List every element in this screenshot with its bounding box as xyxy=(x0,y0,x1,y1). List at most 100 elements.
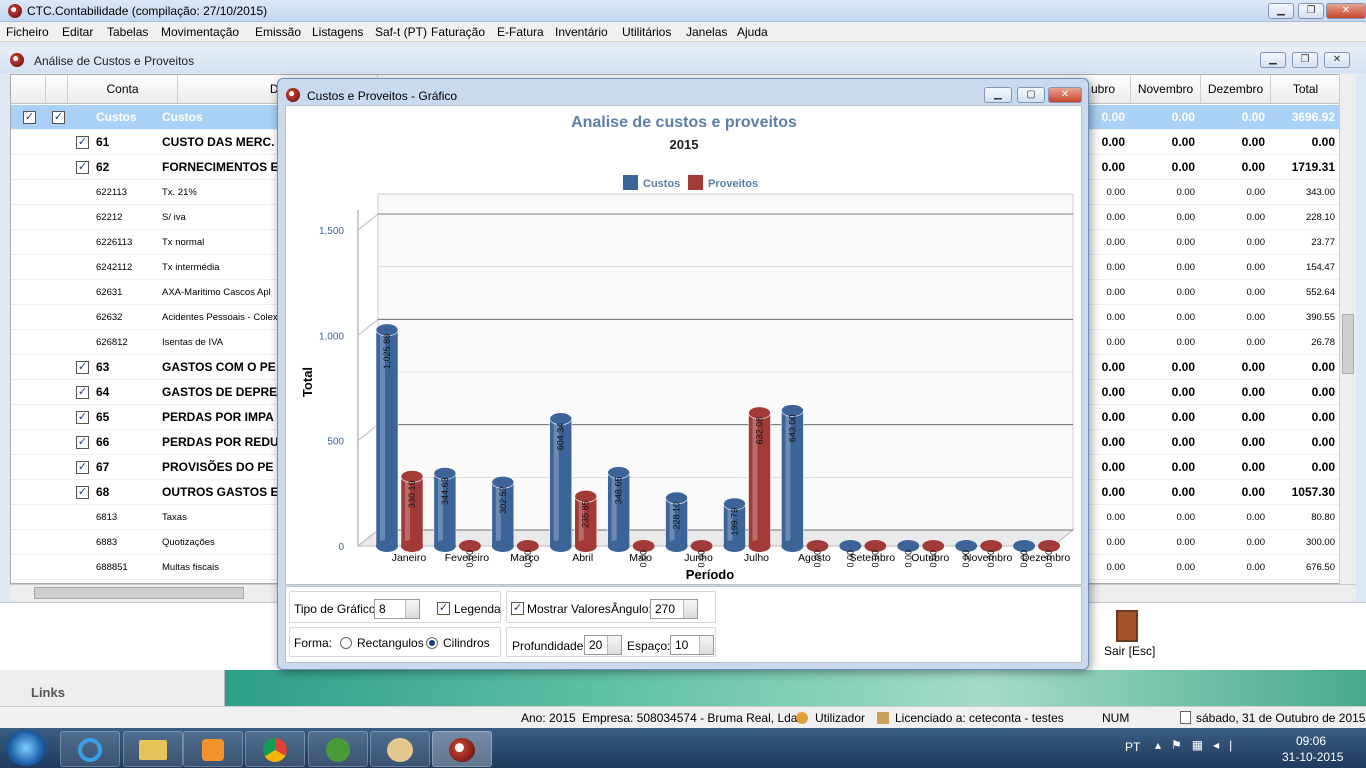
tray-date[interactable]: 31-10-2015 xyxy=(1282,750,1344,764)
menu-listagens[interactable]: Listagens xyxy=(312,25,364,39)
cell-outubro: 0.00 xyxy=(1106,212,1126,223)
status-ano: Ano: 2015 xyxy=(521,711,576,725)
cell-novembro: 0.00 xyxy=(1176,562,1196,573)
bar-cap xyxy=(549,412,573,425)
menu-editar[interactable]: Editar xyxy=(62,25,94,39)
cell-total: 0.00 xyxy=(1311,385,1335,399)
bar-base xyxy=(748,540,771,552)
espaco-spinner[interactable]: 10 xyxy=(670,635,714,655)
vscroll-thumb[interactable] xyxy=(1342,314,1354,374)
close-button[interactable]: ✕ xyxy=(1326,3,1366,19)
menu-saft[interactable]: Saf-t (PT) xyxy=(375,25,428,39)
bar-cap xyxy=(748,406,771,420)
dialog-maximize-button[interactable]: ▢ xyxy=(1017,87,1045,103)
dialog-minimize-button[interactable]: ▁ xyxy=(984,87,1012,103)
cell-dezembro: 0.00 xyxy=(1246,512,1266,523)
row-checkbox[interactable]: ✓ xyxy=(76,411,89,424)
header-conta[interactable]: Conta xyxy=(68,75,178,104)
cell-descricao: S/ iva xyxy=(162,212,186,223)
tray-icons[interactable]: ▴⚑▦◂| xyxy=(1155,738,1243,752)
taskbar-media[interactable] xyxy=(183,731,243,767)
taskbar-app[interactable] xyxy=(308,731,368,767)
cilindros-radio[interactable] xyxy=(426,637,438,649)
menu-ajuda[interactable]: Ajuda xyxy=(737,25,768,39)
restore-button[interactable]: ❐ xyxy=(1298,3,1324,19)
row-checkbox[interactable]: ✓ xyxy=(76,161,89,174)
row-checkbox[interactable]: ✓ xyxy=(76,386,89,399)
tray-language[interactable]: PT xyxy=(1125,740,1141,754)
menu-efatura[interactable]: E-Fatura xyxy=(497,25,544,39)
cell-total: 3696.92 xyxy=(1291,110,1335,124)
rectangulos-radio[interactable] xyxy=(340,637,352,649)
bar-base xyxy=(839,540,862,552)
taskbar-paint[interactable] xyxy=(370,731,430,767)
cell-outubro: 0.00 xyxy=(1106,337,1126,348)
taskbar-ctc[interactable] xyxy=(432,731,492,767)
cell-conta: 688851 xyxy=(96,562,128,573)
menu-tabelas[interactable]: Tabelas xyxy=(107,25,149,39)
links-panel[interactable]: Links xyxy=(0,670,225,706)
taskbar-ie[interactable] xyxy=(60,731,120,767)
row-checkbox[interactable]: ✓ xyxy=(76,136,89,149)
child-restore-button[interactable]: ❐ xyxy=(1292,52,1318,68)
child-minimize-button[interactable]: ▁ xyxy=(1260,52,1286,68)
cell-conta: 63 xyxy=(96,360,110,374)
x-tick-label: Novembro xyxy=(964,552,1013,564)
grid-vertical-scrollbar[interactable] xyxy=(1339,74,1356,584)
row-checkbox[interactable]: ✓ xyxy=(76,361,89,374)
bar-highlight xyxy=(495,482,501,546)
row-checkbox[interactable]: ✓ xyxy=(76,436,89,449)
legend-custos: Custos xyxy=(643,178,680,190)
y-axis-label: Total xyxy=(300,367,315,397)
bar-cap xyxy=(574,490,598,503)
menu-faturacao[interactable]: Faturação xyxy=(431,25,486,39)
tray-time[interactable]: 09:06 xyxy=(1296,734,1327,748)
row-checkbox[interactable]: ✓ xyxy=(76,461,89,474)
x-tick-label: Setembro xyxy=(850,552,896,564)
cell-outubro: 0.00 xyxy=(1101,460,1125,474)
bar-highlight xyxy=(553,418,559,546)
cell-novembro: 0.00 xyxy=(1176,512,1196,523)
cell-novembro: 0.00 xyxy=(1176,537,1196,548)
header-total[interactable]: Total xyxy=(1271,75,1341,104)
hscroll-thumb[interactable] xyxy=(34,587,244,599)
cell-novembro: 0.00 xyxy=(1176,237,1196,248)
menu-emissao[interactable]: Emissão xyxy=(255,25,302,39)
taskbar-chrome[interactable] xyxy=(245,731,305,767)
menu-utilitarios[interactable]: Utilitários xyxy=(622,25,672,39)
row-checkbox[interactable]: ✓ xyxy=(76,486,89,499)
cell-descricao: CUSTO DAS MERC. xyxy=(162,135,275,149)
angulo-spinner[interactable]: 270 xyxy=(650,599,698,619)
table-row[interactable]: ✓ 65 PERDAS POR IMPA 0.00 0.00 0.00 0.00 xyxy=(11,405,1341,430)
header-dezembro[interactable]: Dezembro xyxy=(1201,75,1271,104)
profundidade-spinner[interactable]: 20 xyxy=(584,635,622,655)
cell-descricao: Custos xyxy=(162,110,203,124)
start-button[interactable] xyxy=(6,730,46,766)
chart-controls: Tipo de Gráfico: 8 ✓ Legenda ✓ Mostrar V… xyxy=(285,586,1082,663)
bar-highlight xyxy=(669,497,675,546)
menu-movimentacao[interactable]: Movimentação xyxy=(161,25,240,39)
cell-total: 26.78 xyxy=(1311,337,1335,348)
menu-inventario[interactable]: Inventário xyxy=(555,25,608,39)
cell-total: 1719.31 xyxy=(1291,160,1335,174)
legenda-checkbox[interactable]: ✓ xyxy=(437,602,450,615)
row-checkbox[interactable]: ✓ xyxy=(52,111,65,124)
menu-janelas[interactable]: Janelas xyxy=(686,25,728,39)
dialog-close-button[interactable]: ✕ xyxy=(1048,87,1082,103)
row-checkbox[interactable]: ✓ xyxy=(23,111,36,124)
minimize-button[interactable]: ▁ xyxy=(1268,3,1294,19)
menu-ficheiro[interactable]: Ficheiro xyxy=(6,25,49,39)
taskbar-explorer[interactable] xyxy=(123,731,183,767)
header-novembro[interactable]: Novembro xyxy=(1131,75,1201,104)
gridline-side xyxy=(357,529,379,547)
bar-base xyxy=(690,540,713,552)
gridline-side xyxy=(357,424,379,442)
cell-outubro: 0.00 xyxy=(1106,262,1126,273)
chart-title: Analise de custos e proveitos xyxy=(571,114,797,131)
exit-button[interactable]: Sair [Esc] xyxy=(1100,608,1156,660)
mostrar-valores-checkbox[interactable]: ✓ xyxy=(511,602,524,615)
gridline-side xyxy=(357,213,379,231)
chart-subtitle: 2015 xyxy=(670,137,699,152)
tipo-spinner[interactable]: 8 xyxy=(374,599,420,619)
child-close-button[interactable]: ✕ xyxy=(1324,52,1350,68)
